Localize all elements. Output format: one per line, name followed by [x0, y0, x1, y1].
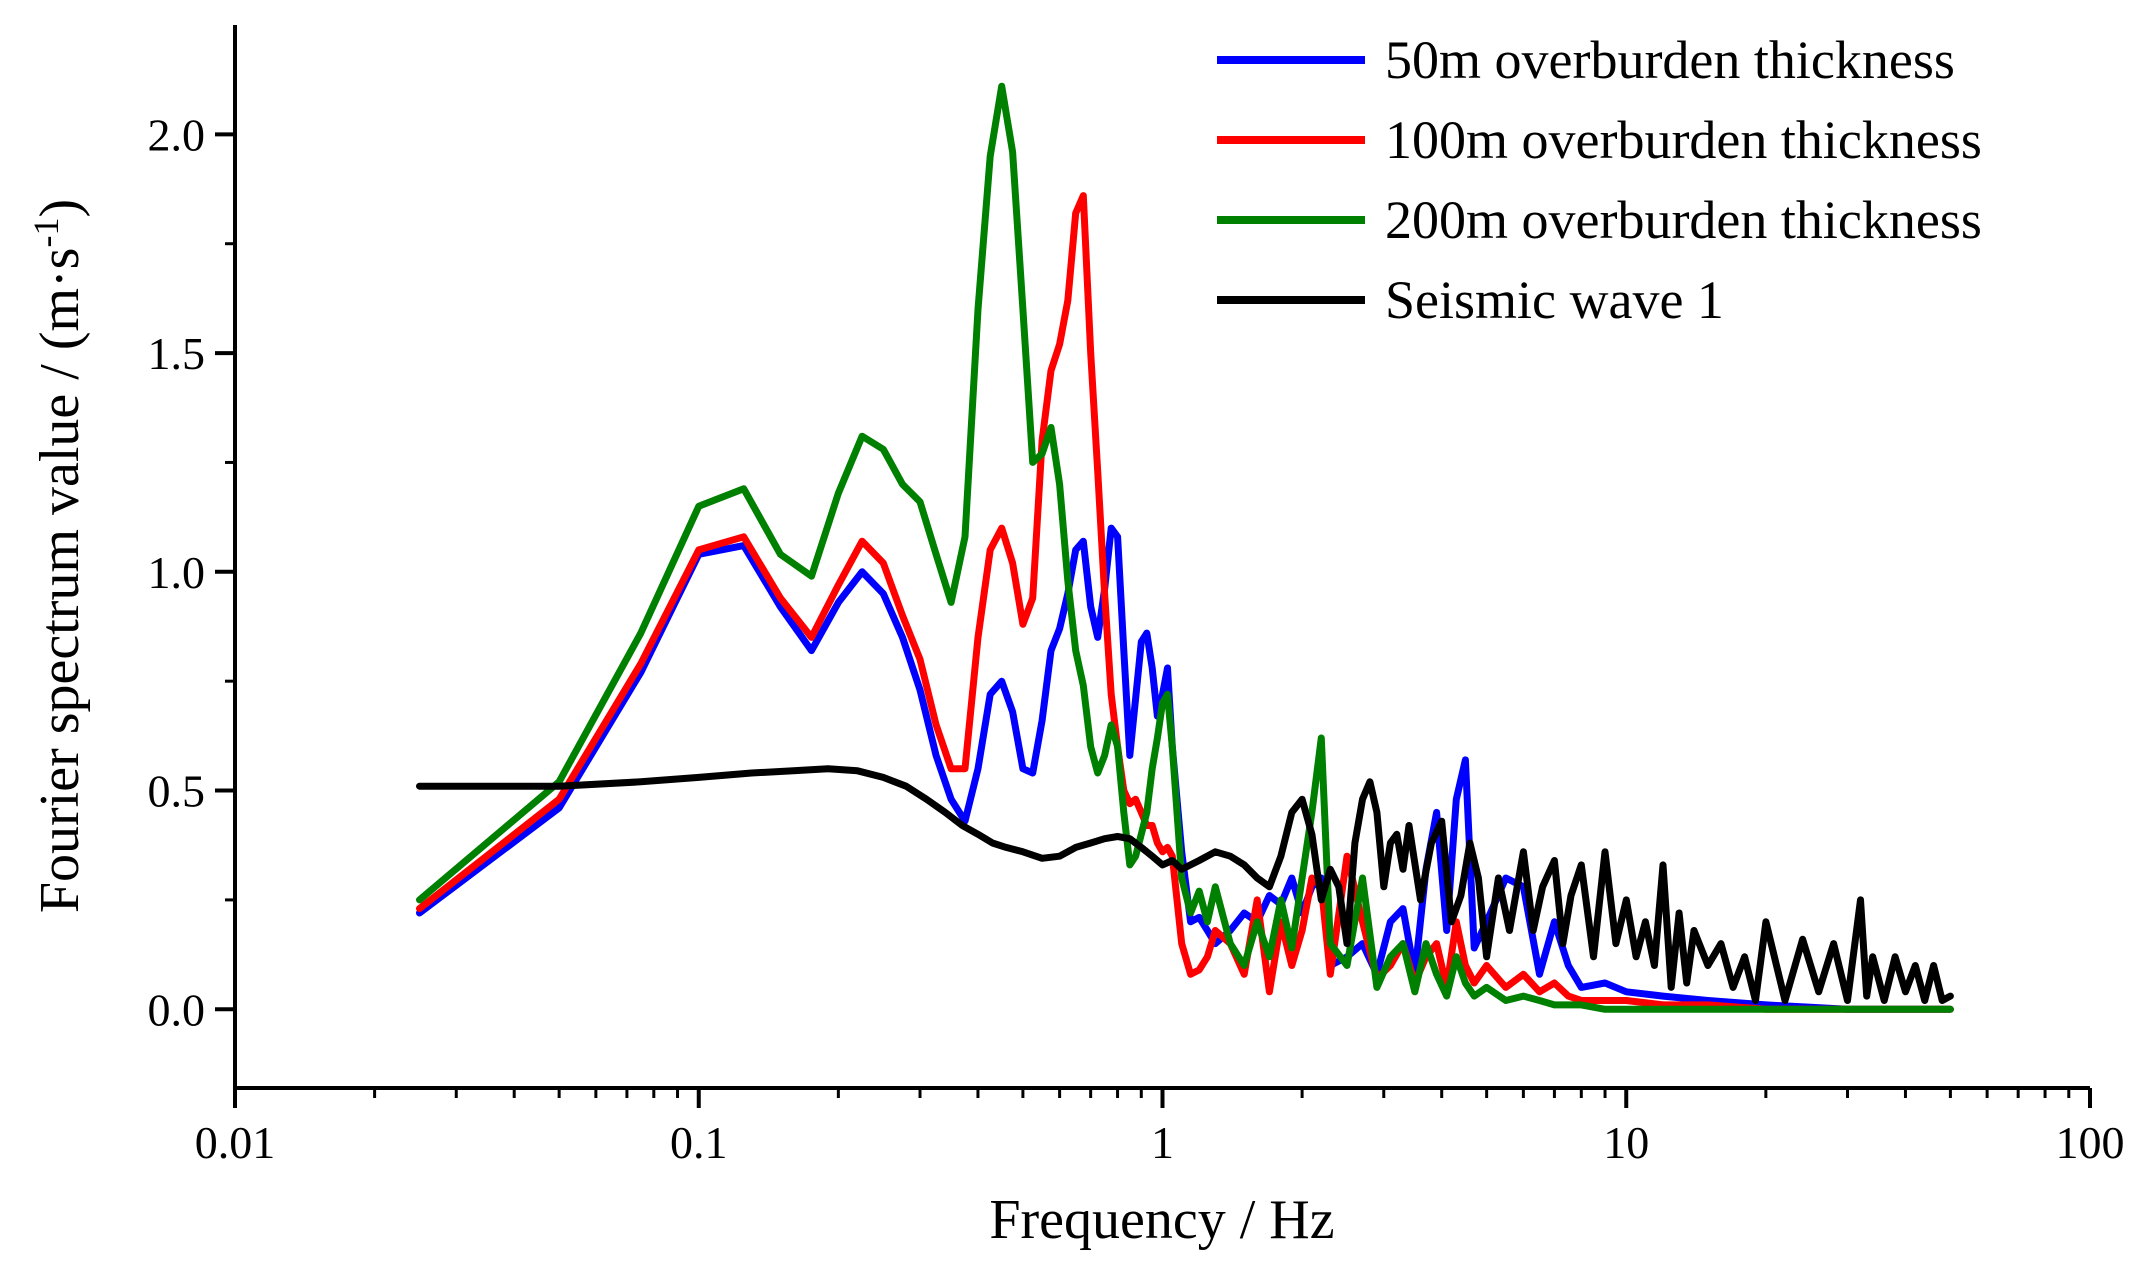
series-line-1 [416, 524, 1954, 1013]
legend-label-1: 50m overburden thickness [1385, 30, 1955, 90]
legend-label-3: 200m overburden thickness [1385, 190, 1982, 250]
y-tick-label: 1.5 [148, 328, 206, 379]
y-tick-label: 1.0 [148, 547, 206, 598]
x-tick-label: 0.1 [670, 1117, 728, 1168]
legend-label-4: Seismic wave 1 [1385, 270, 1724, 330]
series-line-2 [416, 192, 1954, 1013]
y-tick-label: 2.0 [148, 109, 206, 160]
plot-lines [416, 82, 1954, 1013]
legend: 50m overburden thickness 100m overburden … [1217, 30, 1982, 330]
y-tick-label: 0.0 [148, 984, 206, 1035]
legend-label-2: 100m overburden thickness [1385, 110, 1982, 170]
x-ticks: 0.01 0.1 1 10 100 [195, 1088, 2125, 1168]
y-tick-label: 0.5 [148, 766, 206, 817]
x-tick-label: 0.01 [195, 1117, 276, 1168]
y-axis-title-superscript: -1 [26, 218, 66, 248]
y-axis-title-close: ) [29, 199, 91, 218]
series-line-3 [416, 82, 1954, 1013]
series-line-4 [416, 765, 1954, 1004]
y-axis-title: Fourier spectrum value / (m·s-1) [26, 199, 91, 913]
x-tick-label: 100 [2056, 1117, 2125, 1168]
x-axis-title: Frequency / Hz [989, 1189, 1334, 1251]
y-axis-title-main: Fourier spectrum value / (m·s [29, 248, 91, 914]
x-tick-label: 10 [1603, 1117, 1649, 1168]
axes: 0.01 0.1 1 10 100 0.0 0.5 1.0 1.5 2.0 [148, 25, 2125, 1168]
x-tick-label: 1 [1151, 1117, 1174, 1168]
y-ticks: 0.0 0.5 1.0 1.5 2.0 [148, 109, 235, 1035]
